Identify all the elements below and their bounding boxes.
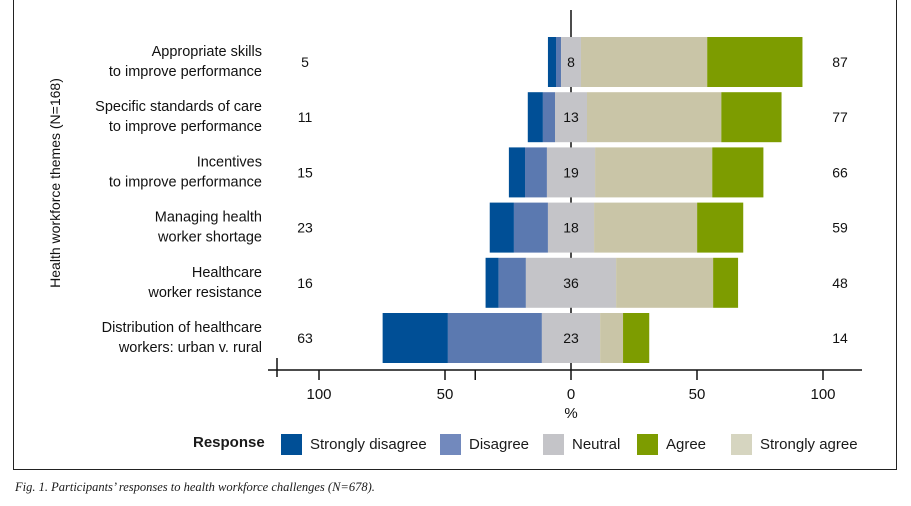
category-label: Managing health <box>155 210 262 226</box>
bar-segment-strongly-disagree <box>547 37 557 87</box>
x-tick-label: 100 <box>306 386 331 403</box>
disagree-total-label: 15 <box>297 164 313 180</box>
legend-label: Strongly agree <box>760 436 858 453</box>
bar-segment-agree <box>707 37 803 87</box>
bar-segment-strongly-disagree <box>382 313 448 363</box>
bar-segment-neutral <box>547 202 595 253</box>
agree-total-label: 77 <box>832 109 848 125</box>
category-label: Distribution of healthcare <box>102 320 262 336</box>
legend: Response Strongly disagree Disagree Neut… <box>0 434 911 455</box>
neutral-value-label: 19 <box>563 164 579 180</box>
bar-segment-neutral <box>546 147 596 198</box>
neutral-value-label: 18 <box>563 220 579 236</box>
bar-segment-neutral <box>525 257 617 308</box>
bar-segment-neutral <box>554 92 588 143</box>
y-axis-label: Health workforce themes (N=168) <box>47 78 63 288</box>
category-label: Incentives <box>197 154 262 170</box>
legend-label: Strongly disagree <box>310 436 427 453</box>
category-label: Specific standards of care <box>95 99 262 115</box>
legend-item-agree: Agree <box>637 434 706 455</box>
disagree-total-label: 23 <box>297 220 313 236</box>
bar-segment-disagree <box>542 92 555 143</box>
figure-caption: Fig. 1. Participants’ responses to healt… <box>15 480 375 494</box>
bar-segment-strongly-disagree <box>527 92 543 143</box>
bar-segment-strongly-agree <box>594 202 698 253</box>
legend-swatch <box>637 434 658 455</box>
legend-swatch <box>543 434 564 455</box>
bar-segment-neutral <box>541 313 601 363</box>
category-label: Healthcare <box>192 265 262 281</box>
bar-segment-disagree <box>447 313 542 363</box>
legend-item-disagree: Disagree <box>440 434 529 455</box>
category-label: to improve performance <box>109 119 262 135</box>
x-tick-label: 0 <box>567 386 575 403</box>
bar-segment-disagree <box>525 147 547 198</box>
bar-segment-strongly-disagree <box>508 147 526 198</box>
agree-total-label: 14 <box>832 330 848 346</box>
agree-total-label: 66 <box>832 164 848 180</box>
legend-swatch <box>440 434 461 455</box>
category-label: worker shortage <box>157 230 262 246</box>
neutral-value-label: 36 <box>563 275 579 291</box>
bar-segment-strongly-agree <box>616 257 714 308</box>
bar-segment-neutral <box>561 37 581 87</box>
bar-segment-strongly-agree <box>580 37 708 87</box>
x-tick-label: 50 <box>689 386 706 403</box>
bar-segment-strongly-agree <box>587 92 722 143</box>
legend-item-neutral: Neutral <box>543 434 620 455</box>
legend-label: Disagree <box>469 436 530 453</box>
category-label: worker resistance <box>147 285 262 301</box>
legend-title: Response <box>193 434 265 451</box>
bar-segment-disagree <box>556 37 562 87</box>
legend-swatch <box>281 434 302 455</box>
neutral-value-label: 8 <box>567 54 575 70</box>
category-label: workers: urban v. rural <box>118 340 262 356</box>
bar-segment-agree <box>712 147 764 198</box>
bar-segment-strongly-disagree <box>485 257 499 308</box>
bar-segment-strongly-agree <box>595 147 713 198</box>
bar-segment-disagree <box>498 257 526 308</box>
category-label: Appropriate skills <box>152 44 262 60</box>
disagree-total-label: 63 <box>297 330 313 346</box>
bar-segment-strongly-disagree <box>489 202 514 253</box>
bar-segment-agree <box>721 92 782 143</box>
disagree-total-label: 11 <box>298 109 313 125</box>
category-label: to improve performance <box>109 64 262 80</box>
category-label: to improve performance <box>109 174 262 190</box>
agree-total-label: 48 <box>832 275 848 291</box>
legend-label: Agree <box>666 436 707 453</box>
bar-segment-strongly-agree <box>600 313 624 363</box>
legend-item-strongly-disagree: Strongly disagree <box>281 434 427 455</box>
x-axis-label: % <box>564 405 577 422</box>
bar-segment-agree <box>623 313 650 363</box>
bar-segment-agree <box>713 257 739 308</box>
bar-segment-disagree <box>513 202 548 253</box>
neutral-value-label: 13 <box>563 109 579 125</box>
diverging-bar-chart: 100 50 0 50 100% Health workforce themes (N=1… <box>47 10 862 422</box>
legend-label: Neutral <box>572 436 621 453</box>
legend-item-strongly-agree: Strongly agree <box>731 434 858 455</box>
bar-segment-agree <box>697 202 744 253</box>
figure-frame <box>13 0 897 470</box>
agree-total-label: 59 <box>832 220 848 236</box>
legend-swatch <box>731 434 752 455</box>
x-tick-label: 100 <box>810 386 835 403</box>
agree-total-label: 87 <box>832 54 848 70</box>
disagree-total-label: 16 <box>297 275 313 291</box>
neutral-value-label: 23 <box>563 330 579 346</box>
disagree-total-label: 5 <box>301 54 309 70</box>
x-tick-label: 50 <box>437 386 454 403</box>
